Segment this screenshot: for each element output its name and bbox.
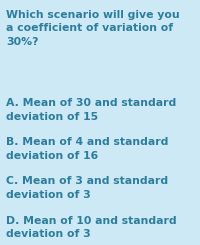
Text: B. Mean of 4 and standard
deviation of 16: B. Mean of 4 and standard deviation of 1… — [6, 137, 168, 161]
Text: A. Mean of 30 and standard
deviation of 15: A. Mean of 30 and standard deviation of … — [6, 98, 176, 122]
Text: Which scenario will give you
a coefficient of variation of
30%?: Which scenario will give you a coefficie… — [6, 10, 180, 47]
Text: D. Mean of 10 and standard
deviation of 3: D. Mean of 10 and standard deviation of … — [6, 216, 177, 239]
Text: C. Mean of 3 and standard
deviation of 3: C. Mean of 3 and standard deviation of 3 — [6, 176, 168, 200]
